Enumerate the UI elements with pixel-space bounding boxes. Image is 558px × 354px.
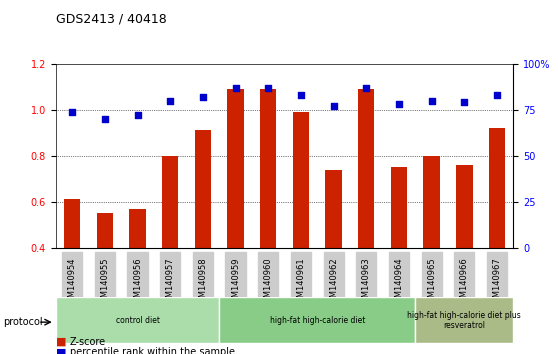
Point [100,116,109,122]
Text: Z-score: Z-score [70,337,106,347]
Bar [195,130,211,248]
Point [493,92,502,98]
Point [460,99,469,105]
Point [329,103,338,109]
FancyBboxPatch shape [56,297,219,343]
Bar [489,128,505,248]
Text: protocol: protocol [3,317,42,327]
Text: control diet: control diet [116,316,160,325]
Point [362,85,371,91]
Point [166,98,175,103]
Bar [358,89,374,248]
Point [395,101,403,107]
Text: ■: ■ [56,337,66,347]
Bar [97,213,113,248]
Point [68,109,76,114]
FancyBboxPatch shape [415,297,513,343]
Text: high-fat high-calorie diet plus
resveratrol: high-fat high-calorie diet plus resverat… [407,311,521,330]
Bar [456,165,473,248]
Point [264,85,273,91]
Text: percentile rank within the sample: percentile rank within the sample [70,347,235,354]
Bar [325,170,341,248]
Text: high-fat high-calorie diet: high-fat high-calorie diet [270,316,365,325]
Bar [228,89,244,248]
Point [231,85,240,91]
Bar [424,156,440,248]
FancyBboxPatch shape [219,297,415,343]
Point [427,98,436,103]
Point [133,113,142,118]
Bar [64,199,80,248]
Bar [162,156,179,248]
Point [199,94,208,100]
Bar [391,167,407,248]
Point [296,92,305,98]
Text: GDS2413 / 40418: GDS2413 / 40418 [56,12,166,25]
Bar [129,209,146,248]
Bar [293,112,309,248]
Bar [260,89,276,248]
Text: ■: ■ [56,347,66,354]
